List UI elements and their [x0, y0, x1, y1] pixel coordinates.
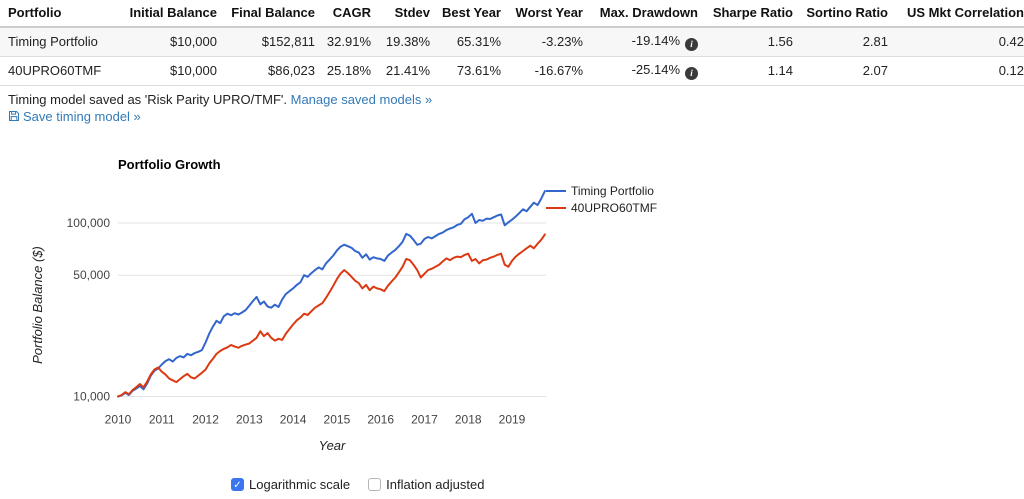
cell: 25.18%	[315, 56, 371, 86]
legend-label: Timing Portfolio	[571, 184, 654, 198]
cell: $10,000	[123, 56, 217, 86]
column-header-stdev: Stdev	[371, 0, 430, 28]
column-header-final-balance: Final Balance	[217, 0, 315, 28]
cell: 19.38%	[371, 27, 430, 57]
inflation-adjusted-checkbox[interactable]: ✓ Inflation adjusted	[368, 477, 484, 492]
model-saved-text: Timing model saved as 'Risk Parity UPRO/…	[8, 92, 291, 107]
column-header-initial-balance: Initial Balance	[123, 0, 217, 28]
timing-model-notes: Timing model saved as 'Risk Parity UPRO/…	[8, 92, 1024, 124]
legend-label: 40UPRO60TMF	[571, 201, 657, 215]
cell: 73.61%	[430, 56, 501, 86]
column-header-worst-year: Worst Year	[501, 0, 583, 28]
column-header-us-mkt-correlation: US Mkt Correlation	[888, 0, 1024, 28]
column-header-cagr: CAGR	[315, 0, 371, 28]
column-header-max-drawdown: Max. Drawdown	[583, 0, 698, 28]
drawdown-info-icon[interactable]: i	[685, 38, 698, 51]
table-header-row: Portfolio Initial Balance Final Balance CAG…	[0, 0, 1024, 28]
cell: 0.12	[888, 56, 1024, 86]
chart-title: Portfolio Growth	[118, 157, 221, 172]
cell: -19.14% i	[583, 27, 698, 57]
table-row: Timing Portfolio $10,000 $152,811 32.91% 19.…	[0, 27, 1024, 57]
x-tick-label: 2010	[105, 413, 132, 427]
column-header-best-year: Best Year	[430, 0, 501, 28]
x-tick-label: 2016	[367, 413, 394, 427]
series-line-40upro60tmf[interactable]	[117, 233, 546, 398]
x-axis-title: Year	[319, 438, 346, 453]
cell: 32.91%	[315, 27, 371, 57]
cell: 21.41%	[371, 56, 430, 86]
checkbox-label: Logarithmic scale	[249, 477, 351, 492]
cell: 0.42	[888, 27, 1024, 57]
drawdown-info-icon[interactable]: i	[685, 67, 698, 80]
x-tick-label: 2017	[411, 413, 438, 427]
save-timing-model-link[interactable]: Save timing model »	[23, 109, 141, 124]
cell: 65.31%	[430, 27, 501, 57]
cell: -25.14% i	[583, 56, 698, 86]
column-header-sortino-ratio: Sortino Ratio	[793, 0, 888, 28]
cell: 1.14	[698, 56, 793, 86]
cell: 40UPRO60TMF	[0, 56, 123, 86]
cell: 2.81	[793, 27, 888, 57]
y-tick-label: 10,000	[73, 390, 110, 404]
cell: 2.07	[793, 56, 888, 86]
cell: $86,023	[217, 56, 315, 86]
y-tick-label: 50,000	[73, 268, 110, 282]
unchecked-checkbox-icon[interactable]: ✓	[368, 478, 382, 491]
performance-summary-table: Portfolio Initial Balance Final Balance CAG…	[0, 0, 1024, 86]
cell: -16.67%	[501, 56, 583, 86]
cell: 1.56	[698, 27, 793, 57]
x-tick-label: 2018	[455, 413, 482, 427]
logarithmic-scale-checkbox[interactable]: ✓ Logarithmic scale	[231, 477, 350, 492]
cell: Timing Portfolio	[0, 27, 123, 57]
column-header-sharpe-ratio: Sharpe Ratio	[698, 0, 793, 28]
x-tick-label: 2014	[280, 413, 307, 427]
series-line-timing-portfolio[interactable]	[117, 190, 546, 398]
x-tick-label: 2019	[499, 413, 526, 427]
x-tick-label: 2012	[192, 413, 219, 427]
x-tick-label: 2015	[324, 413, 351, 427]
cell: $152,811	[217, 27, 315, 57]
table-row: 40UPRO60TMF $10,000 $86,023 25.18% 21.41% 73.…	[0, 56, 1024, 86]
y-axis-title: Portfolio Balance ($)	[30, 246, 45, 364]
portfolio-growth-chart: 10,000 50,000 100,000 2010 2011 2012 2013 2014 2…	[30, 184, 657, 453]
cell: $10,000	[123, 27, 217, 57]
checked-checkbox-icon[interactable]: ✓	[231, 478, 244, 491]
x-tick-label: 2013	[236, 413, 263, 427]
cell: -3.23%	[501, 27, 583, 57]
checkbox-label: Inflation adjusted	[386, 477, 485, 492]
manage-saved-models-link[interactable]: Manage saved models »	[290, 92, 433, 107]
x-tick-label: 2011	[149, 413, 175, 427]
chart-controls: ✓ Logarithmic scale ✓ Inflation adjusted	[231, 477, 484, 492]
save-icon	[9, 111, 19, 121]
column-header-portfolio: Portfolio	[0, 0, 123, 28]
y-tick-label: 100,000	[67, 216, 111, 230]
